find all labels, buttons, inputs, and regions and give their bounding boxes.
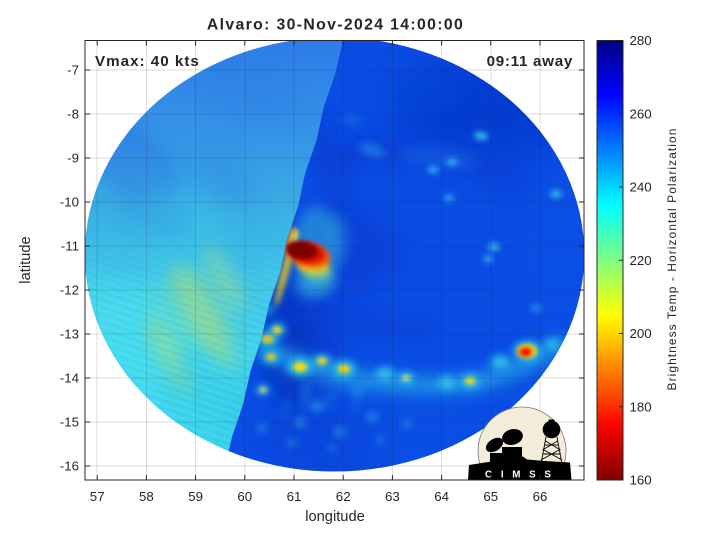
- svg-text:64: 64: [434, 489, 449, 504]
- svg-text:65: 65: [483, 489, 498, 504]
- svg-text:latitude: latitude: [18, 236, 34, 283]
- svg-text:160: 160: [630, 473, 652, 488]
- svg-text:200: 200: [630, 326, 652, 341]
- svg-text:-10: -10: [60, 195, 79, 210]
- svg-text:-11: -11: [61, 239, 79, 254]
- svg-text:longitude: longitude: [305, 509, 365, 525]
- svg-text:-9: -9: [67, 151, 79, 166]
- svg-text:57: 57: [90, 489, 105, 504]
- svg-text:-13: -13: [60, 327, 79, 342]
- svg-text:220: 220: [630, 253, 652, 268]
- svg-text:180: 180: [630, 399, 652, 414]
- svg-text:60: 60: [237, 489, 252, 504]
- svg-text:-16: -16: [60, 459, 79, 474]
- svg-text:66: 66: [533, 489, 548, 504]
- svg-text:-8: -8: [67, 107, 79, 122]
- svg-text:62: 62: [336, 489, 351, 504]
- svg-text:-12: -12: [60, 283, 79, 298]
- svg-text:61: 61: [287, 489, 302, 504]
- svg-text:09:11 away: 09:11 away: [487, 53, 573, 70]
- svg-text:260: 260: [630, 106, 652, 121]
- svg-text:59: 59: [188, 489, 203, 504]
- svg-text:Vmax: 40 kts: Vmax: 40 kts: [95, 53, 200, 70]
- svg-text:240: 240: [630, 180, 652, 195]
- svg-text:63: 63: [385, 489, 400, 504]
- svg-text:Brightness Temp - Horizontal P: Brightness Temp - Horizontal Polarizatio…: [665, 128, 679, 391]
- svg-text:280: 280: [630, 33, 652, 48]
- svg-text:C I M S S: C I M S S: [485, 470, 554, 481]
- svg-text:-15: -15: [60, 415, 79, 430]
- svg-text:58: 58: [139, 489, 154, 504]
- svg-text:-7: -7: [67, 63, 79, 78]
- svg-text:Alvaro: 30-Nov-2024 14:00:00: Alvaro: 30-Nov-2024 14:00:00: [207, 17, 464, 34]
- svg-text:-14: -14: [60, 371, 79, 386]
